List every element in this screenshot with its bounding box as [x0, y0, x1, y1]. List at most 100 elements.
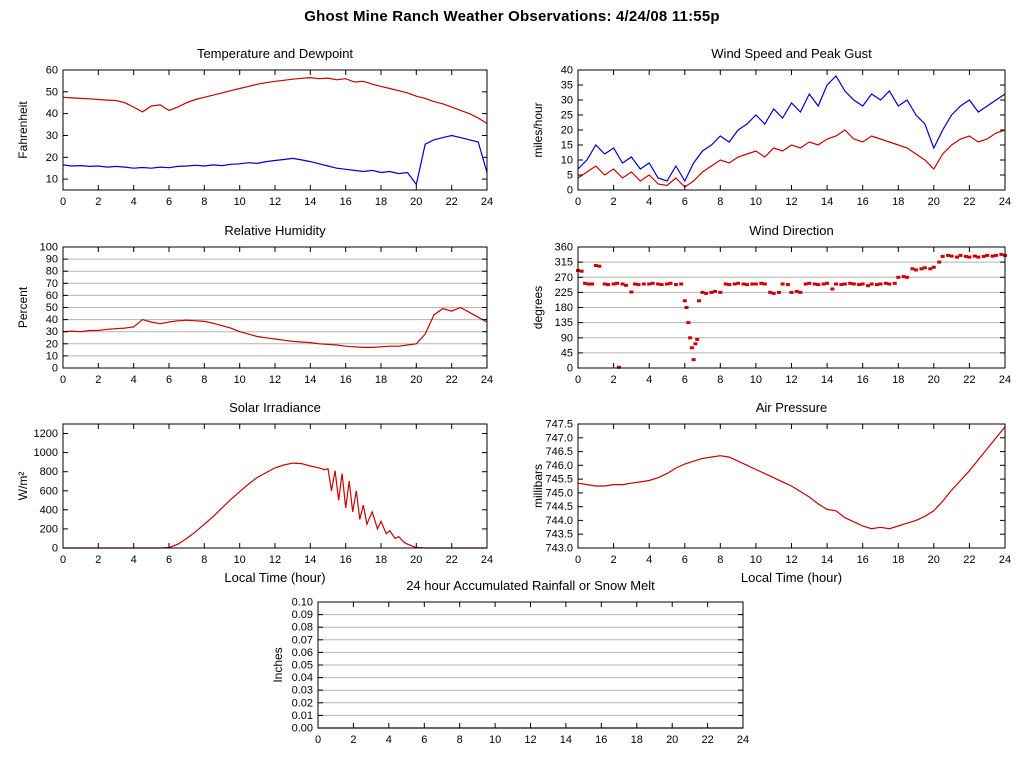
svg-text:20: 20 [928, 374, 940, 386]
chart-title: Wind Speed and Peak Gust [711, 46, 872, 61]
svg-text:4: 4 [131, 554, 137, 566]
svg-text:degrees: degrees [531, 286, 545, 329]
svg-text:744.0: 744.0 [545, 515, 573, 527]
svg-text:10: 10 [46, 174, 58, 186]
svg-text:18: 18 [375, 554, 387, 566]
svg-text:16: 16 [340, 554, 352, 566]
svg-text:0: 0 [52, 543, 58, 555]
svg-text:22: 22 [963, 374, 975, 386]
chart-title: Temperature and Dewpoint [196, 46, 354, 61]
svg-text:18: 18 [631, 734, 643, 746]
svg-text:0.02: 0.02 [292, 697, 313, 709]
svg-text:360: 360 [555, 242, 573, 254]
svg-text:16: 16 [857, 374, 869, 386]
svg-text:12: 12 [785, 374, 797, 386]
svg-text:747.0: 747.0 [545, 432, 573, 444]
svg-text:270: 270 [555, 272, 573, 284]
svg-text:0.01: 0.01 [292, 710, 313, 722]
svg-text:22: 22 [963, 196, 975, 208]
svg-text:0: 0 [567, 363, 573, 375]
svg-text:24: 24 [481, 554, 493, 566]
svg-text:18: 18 [375, 374, 387, 386]
svg-text:24: 24 [999, 374, 1011, 386]
svg-text:14: 14 [821, 374, 833, 386]
chart-title: 24 hour Accumulated Rainfall or Snow Mel… [406, 578, 655, 593]
svg-text:14: 14 [560, 734, 572, 746]
svg-text:6: 6 [166, 374, 172, 386]
svg-text:0.09: 0.09 [292, 609, 313, 621]
svg-text:0.10: 0.10 [292, 597, 313, 609]
svg-text:60: 60 [46, 65, 58, 77]
svg-text:14: 14 [304, 374, 316, 386]
chart-title: Air Pressure [755, 400, 828, 415]
svg-text:180: 180 [555, 302, 573, 314]
svg-text:6: 6 [166, 554, 172, 566]
svg-text:0: 0 [575, 374, 581, 386]
svg-text:20: 20 [46, 338, 58, 350]
svg-text:40: 40 [46, 108, 58, 120]
svg-text:12: 12 [269, 196, 281, 208]
svg-text:8: 8 [717, 196, 723, 208]
svg-text:200: 200 [40, 523, 58, 535]
svg-text:16: 16 [857, 554, 869, 566]
svg-text:miles/hour: miles/hour [531, 102, 545, 157]
svg-text:4: 4 [386, 734, 392, 746]
svg-text:2: 2 [95, 196, 101, 208]
svg-text:0.07: 0.07 [292, 634, 313, 646]
svg-text:60: 60 [46, 290, 58, 302]
svg-text:6: 6 [682, 374, 688, 386]
svg-text:2: 2 [611, 374, 617, 386]
svg-text:10: 10 [561, 155, 573, 167]
svg-text:8: 8 [201, 554, 207, 566]
svg-text:40: 40 [561, 65, 573, 77]
svg-text:22: 22 [446, 196, 458, 208]
svg-text:8: 8 [717, 554, 723, 566]
svg-text:16: 16 [857, 196, 869, 208]
svg-text:45: 45 [561, 347, 573, 359]
svg-text:743.5: 743.5 [545, 529, 573, 541]
svg-text:12: 12 [524, 734, 536, 746]
svg-text:30: 30 [46, 130, 58, 142]
svg-text:8: 8 [201, 196, 207, 208]
svg-text:2: 2 [95, 554, 101, 566]
svg-text:24: 24 [999, 196, 1011, 208]
rainfall-chart: 24 hour Accumulated Rainfall or Snow Mel… [270, 576, 751, 750]
svg-text:15: 15 [561, 140, 573, 152]
svg-text:4: 4 [646, 196, 652, 208]
svg-text:745.0: 745.0 [545, 487, 573, 499]
svg-text:746.5: 746.5 [545, 446, 573, 458]
svg-text:4: 4 [131, 374, 137, 386]
svg-text:14: 14 [821, 554, 833, 566]
svg-text:0: 0 [60, 374, 66, 386]
svg-text:743.0: 743.0 [545, 543, 573, 555]
wind-speed-gust-chart: Wind Speed and Peak Gust 0 5 10 15 20 25 30 35 4… [530, 44, 1013, 212]
svg-text:0: 0 [60, 554, 66, 566]
svg-text:24: 24 [481, 374, 493, 386]
svg-text:1200: 1200 [34, 428, 58, 440]
svg-text:25: 25 [561, 110, 573, 122]
svg-text:16: 16 [340, 374, 352, 386]
svg-text:0: 0 [60, 196, 66, 208]
svg-text:35: 35 [561, 80, 573, 92]
svg-text:20: 20 [410, 554, 422, 566]
svg-text:18: 18 [892, 554, 904, 566]
svg-text:Fahrenheit: Fahrenheit [16, 101, 30, 159]
page-title: Ghost Mine Ranch Weather Observations: 4… [304, 8, 720, 25]
wind-direction-chart: Wind Direction 0 45 90 135 180 225 270 315 360 0 2… [530, 221, 1013, 390]
svg-text:20: 20 [666, 734, 678, 746]
svg-text:0.03: 0.03 [292, 685, 313, 697]
svg-text:20: 20 [46, 152, 58, 164]
svg-text:10: 10 [234, 374, 246, 386]
svg-text:12: 12 [269, 554, 281, 566]
svg-text:20: 20 [561, 125, 573, 137]
svg-text:14: 14 [304, 196, 316, 208]
svg-text:18: 18 [892, 196, 904, 208]
svg-text:6: 6 [166, 196, 172, 208]
svg-text:0: 0 [575, 554, 581, 566]
svg-text:20: 20 [928, 196, 940, 208]
svg-text:800: 800 [40, 466, 58, 478]
svg-text:Local Time (hour): Local Time (hour) [224, 570, 325, 585]
